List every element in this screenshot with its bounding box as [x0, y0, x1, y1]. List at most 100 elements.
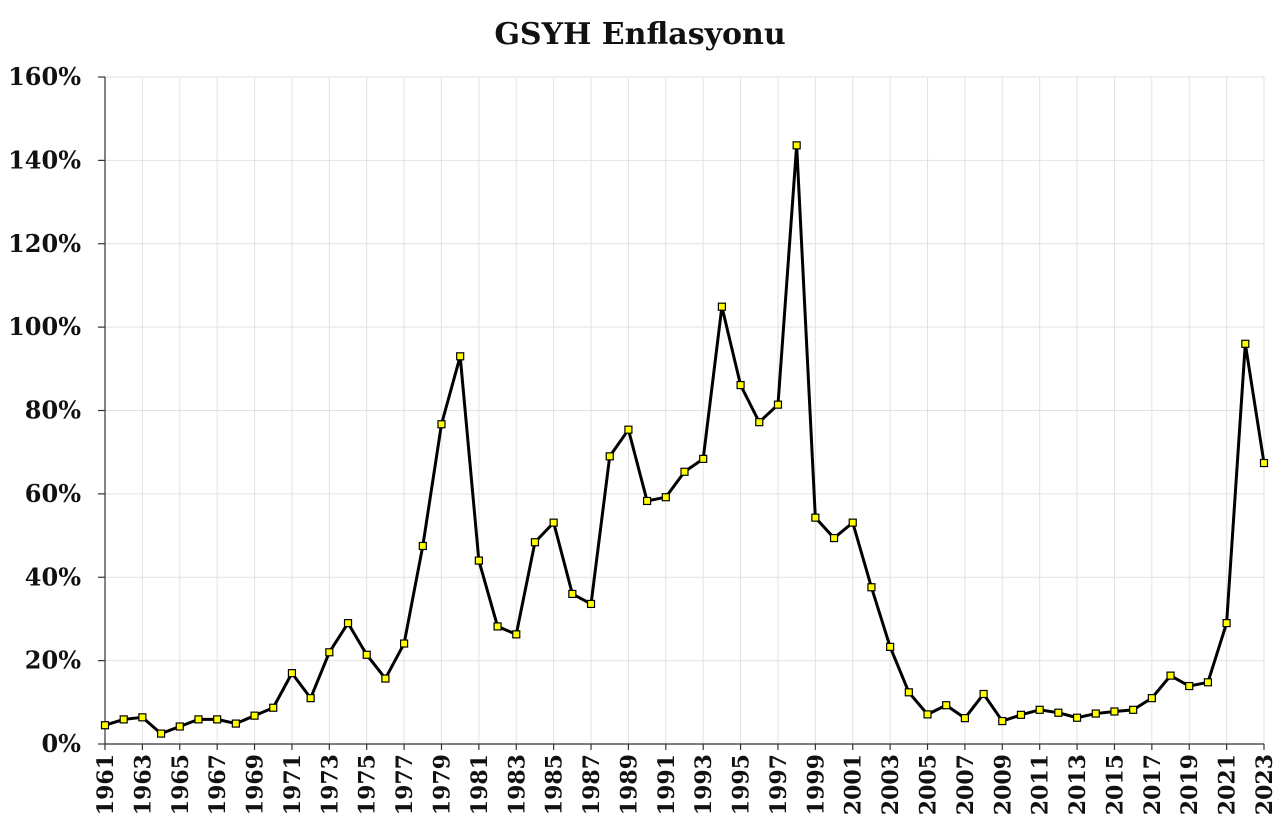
data-point-marker: [343, 619, 353, 628]
data-point-marker: [1035, 705, 1044, 714]
axes: [98, 76, 1265, 750]
data-point-marker: [1147, 694, 1156, 703]
grid: [104, 76, 1265, 744]
data-point-marker: [848, 518, 857, 527]
data-point-marker: [362, 650, 371, 659]
data-point-marker: [1016, 710, 1026, 719]
y-tick-label: 60%: [25, 479, 81, 508]
data-point-marker: [568, 589, 577, 599]
data-point-marker: [474, 556, 483, 565]
data-point-marker: [269, 703, 278, 712]
data-point-marker: [456, 352, 465, 361]
x-tick-label: 2017: [1140, 754, 1166, 815]
x-tick-label: 2003: [878, 754, 904, 815]
data-point-marker: [138, 713, 147, 722]
data-point-marker: [755, 418, 764, 427]
data-point-marker: [549, 518, 558, 527]
data-point-marker: [175, 722, 184, 731]
y-tick-label: 160%: [8, 62, 81, 91]
y-tick-label: 80%: [25, 396, 81, 425]
data-point-marker: [811, 513, 820, 522]
data-point-marker: [325, 648, 334, 657]
data-point-marker: [512, 630, 521, 639]
x-tick-label: 1965: [168, 754, 194, 815]
series-layer: [104, 143, 1266, 736]
data-point-marker: [1110, 707, 1119, 716]
x-tick-label: 2001: [841, 754, 867, 815]
data-point-marker: [717, 302, 726, 311]
data-point-marker: [1222, 619, 1231, 628]
x-tick-label: 1977: [392, 754, 418, 815]
data-point-marker: [867, 583, 876, 592]
x-tick-label: 1961: [93, 754, 119, 815]
data-point-marker: [661, 493, 670, 502]
x-tick-label: 1971: [280, 754, 306, 815]
x-tick-label: 1985: [542, 754, 568, 815]
data-point-marker: [736, 380, 745, 390]
y-axis-ticks: 0% 20% 40% 60% 80% 100% 120% 140% 160%: [8, 62, 81, 758]
x-tick-label: 2023: [1252, 754, 1278, 815]
x-tick-label: 2007: [953, 754, 979, 815]
data-point-marker: [250, 711, 259, 720]
y-tick-label: 140%: [8, 145, 81, 174]
x-tick-label: 1975: [355, 754, 381, 815]
x-tick-label: 2005: [916, 754, 942, 815]
data-point-marker: [1185, 681, 1194, 691]
data-point-marker: [680, 467, 689, 476]
data-point-marker: [979, 689, 988, 699]
x-tick-label: 1991: [654, 754, 680, 815]
x-tick-label: 1969: [243, 754, 269, 815]
data-point-marker: [624, 425, 633, 434]
data-point-marker: [437, 420, 446, 429]
data-point-marker: [1203, 678, 1213, 687]
x-tick-label: 2021: [1215, 754, 1241, 815]
y-tick-label: 20%: [25, 646, 81, 675]
y-tick-label: 40%: [25, 562, 81, 591]
data-point-marker: [1259, 458, 1269, 468]
data-point-marker: [1166, 671, 1175, 680]
x-tick-label: 1973: [317, 754, 343, 815]
data-point-marker: [156, 729, 166, 738]
data-point-marker: [1091, 709, 1100, 718]
x-tick-label: 1983: [504, 754, 530, 815]
chart-title: GSYH Enflasyonu: [494, 17, 785, 52]
data-point-marker: [923, 710, 932, 719]
data-point-marker: [699, 454, 708, 463]
x-tick-label: 1995: [729, 754, 755, 815]
data-point-marker: [100, 721, 110, 730]
data-point-marker: [306, 694, 315, 703]
x-tick-label: 2019: [1177, 754, 1203, 815]
data-point-marker: [231, 719, 240, 728]
data-point-marker: [773, 400, 783, 409]
data-point-marker: [530, 538, 540, 547]
data-point-marker: [960, 714, 970, 723]
x-tick-label: 1963: [130, 754, 156, 815]
data-point-marker: [1072, 713, 1082, 722]
x-tick-label: 2009: [990, 754, 1016, 815]
data-point-marker: [1241, 339, 1250, 348]
data-point-marker: [194, 715, 203, 724]
marker-layer: [100, 141, 1269, 738]
y-tick-label: 0%: [41, 729, 81, 758]
data-point-marker: [829, 533, 839, 543]
data-point-marker: [213, 715, 222, 724]
data-point-marker: [1054, 708, 1063, 717]
y-tick-label: 120%: [8, 229, 81, 258]
x-tick-label: 1987: [579, 754, 605, 815]
data-point-marker: [942, 701, 951, 710]
x-tick-label: 1989: [616, 754, 642, 815]
data-point-marker: [418, 541, 427, 551]
data-point-marker: [400, 639, 409, 648]
x-tick-label: 2015: [1102, 754, 1128, 815]
x-tick-label: 1997: [766, 754, 792, 815]
x-tick-label: 1993: [691, 754, 717, 815]
data-point-marker: [605, 452, 614, 461]
x-tick-label: 1979: [429, 754, 455, 815]
series-line: [104, 143, 1266, 736]
data-point-marker: [287, 669, 297, 678]
data-point-marker: [1129, 705, 1138, 714]
y-tick-label: 100%: [8, 312, 81, 341]
data-point-marker: [792, 141, 801, 150]
